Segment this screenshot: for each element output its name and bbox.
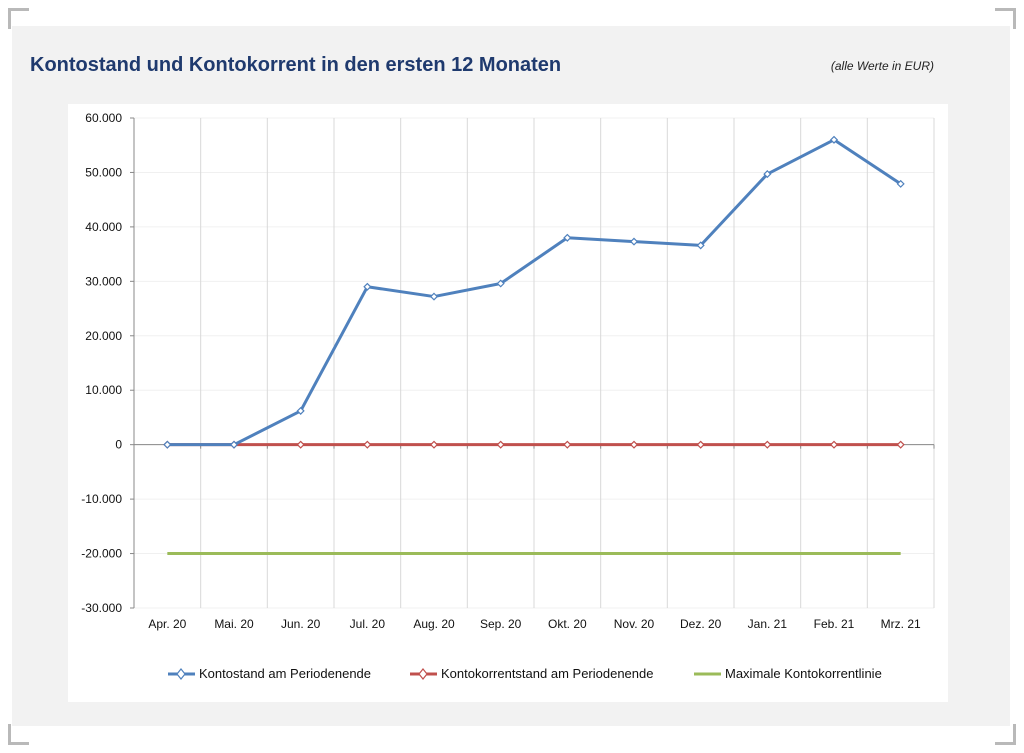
data-point (629, 237, 639, 246)
data-point (696, 440, 705, 449)
x-tick-label: Jun. 20 (281, 617, 321, 631)
y-tick-label: -20.000 (81, 547, 122, 561)
corner-bottom-left (8, 724, 29, 745)
legend-label: Kontokorrentstand am Periodenende (441, 666, 654, 681)
x-tick-label: Jul. 20 (350, 617, 386, 631)
y-tick-label: 60.000 (85, 111, 122, 125)
data-point (829, 135, 839, 144)
corner-bottom-right (995, 724, 1016, 745)
x-tick-label: Feb. 21 (814, 617, 855, 631)
x-tick-label: Mai. 20 (214, 617, 254, 631)
y-tick-label: -30.000 (81, 601, 122, 615)
data-point (696, 241, 705, 250)
chart-title: Kontostand und Kontokorrent in den erste… (30, 54, 562, 76)
data-point (763, 170, 772, 179)
data-point (296, 440, 305, 449)
x-tick-label: Sep. 20 (480, 617, 522, 631)
y-tick-label: 20.000 (85, 329, 122, 343)
y-tick-label: 10.000 (85, 383, 122, 397)
data-point (496, 279, 505, 288)
legend-label: Kontostand am Periodenende (199, 666, 372, 681)
y-tick-label: 40.000 (85, 220, 122, 234)
data-point (429, 440, 439, 449)
data-point (563, 233, 572, 242)
x-tick-label: Aug. 20 (413, 617, 455, 631)
unit-note: (alle Werte in EUR) (830, 59, 934, 73)
legend-label: Maximale Kontokorrentlinie (725, 666, 882, 681)
data-point (896, 440, 905, 449)
x-tick-label: Dez. 20 (680, 617, 722, 631)
data-point (229, 440, 239, 449)
data-point (763, 440, 772, 449)
data-point (163, 440, 172, 449)
x-tick-label: Okt. 20 (548, 617, 587, 631)
x-tick-label: Apr. 20 (148, 617, 186, 631)
legend-item: Kontostand am Periodenende (168, 666, 371, 681)
legend-swatch (694, 672, 721, 675)
legend-swatch (168, 667, 195, 680)
x-tick-label: Jan. 21 (748, 617, 788, 631)
data-point (563, 440, 572, 449)
data-point (363, 282, 372, 291)
plot-area: 60.000 50.000 40.000 30.000 20.000 10.000 0 -10… (68, 104, 948, 702)
legend-item: Kontokorrentstand am Periodenende (410, 666, 653, 681)
corner-top-right (995, 8, 1016, 29)
y-tick-label: 30.000 (85, 274, 122, 288)
data-point (363, 440, 372, 449)
x-tick-label: Nov. 20 (614, 617, 655, 631)
y-tick-label: 0 (115, 438, 122, 452)
data-point (496, 440, 505, 449)
legend-swatch (410, 667, 437, 680)
chart-panel: Kontostand und Kontokorrent in den erste… (12, 26, 1010, 726)
corner-top-left (8, 8, 29, 29)
x-tick-label: Mrz. 21 (881, 617, 921, 631)
data-point (296, 406, 305, 415)
series-line-0 (167, 138, 902, 447)
data-point (429, 292, 439, 301)
data-point (829, 440, 839, 449)
data-point (896, 179, 905, 188)
legend-item: Maximale Kontokorrentlinie (694, 666, 882, 681)
chart-legend: Kontostand am Periodenende Kontokorrentst… (68, 666, 948, 688)
y-tick-label: 50.000 (85, 165, 122, 179)
line-chart: 60.000 50.000 40.000 30.000 20.000 10.000 0 -10… (81, 111, 935, 631)
data-point (629, 440, 639, 449)
y-tick-label: -10.000 (81, 492, 122, 506)
